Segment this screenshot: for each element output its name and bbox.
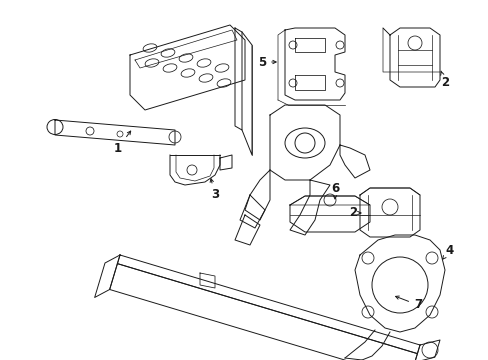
Text: 5: 5 [257,55,276,68]
Text: 2: 2 [440,71,448,90]
Text: 1: 1 [114,131,130,154]
Text: 6: 6 [330,181,339,199]
Text: 3: 3 [210,179,219,202]
Text: 2: 2 [348,207,360,220]
Text: 7: 7 [395,296,421,311]
Text: 4: 4 [442,243,453,259]
